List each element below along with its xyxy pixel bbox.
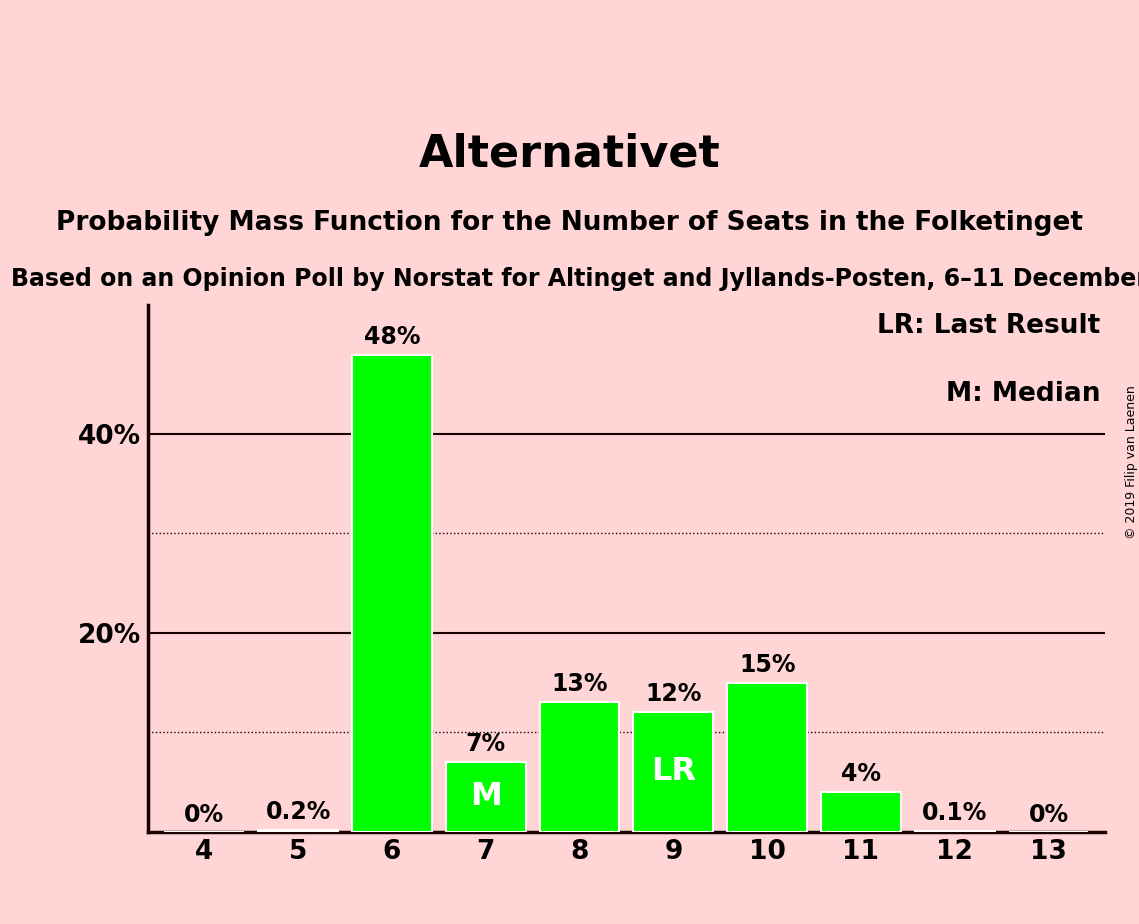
Bar (633, 712, 713, 832)
Text: 0%: 0% (185, 803, 224, 827)
Bar (445, 762, 525, 832)
Text: 7%: 7% (466, 732, 506, 756)
Text: M: Median: M: Median (945, 382, 1100, 407)
Text: Based on an Opinion Poll by Norstat for Altinget and Jyllands-Posten, 6–11 Decem: Based on an Opinion Poll by Norstat for … (11, 267, 1139, 291)
Bar (352, 355, 432, 832)
Text: 0%: 0% (1029, 803, 1068, 827)
Bar (728, 683, 808, 832)
Bar (821, 792, 901, 832)
Text: 48%: 48% (363, 324, 420, 348)
Text: M: M (469, 782, 501, 812)
Text: © 2019 Filip van Laenen: © 2019 Filip van Laenen (1124, 385, 1138, 539)
Bar (259, 830, 338, 832)
Text: 15%: 15% (739, 652, 795, 676)
Text: LR: LR (650, 757, 696, 787)
Text: Alternativet: Alternativet (419, 132, 720, 176)
Text: 13%: 13% (551, 673, 608, 697)
Bar (540, 702, 620, 832)
Bar (915, 831, 994, 832)
Text: Probability Mass Function for the Number of Seats in the Folketinget: Probability Mass Function for the Number… (56, 210, 1083, 236)
Text: 0.1%: 0.1% (923, 800, 988, 824)
Text: 12%: 12% (645, 683, 702, 706)
Text: 4%: 4% (841, 762, 880, 786)
Text: 0.2%: 0.2% (265, 799, 330, 823)
Text: LR: Last Result: LR: Last Result (877, 313, 1100, 339)
